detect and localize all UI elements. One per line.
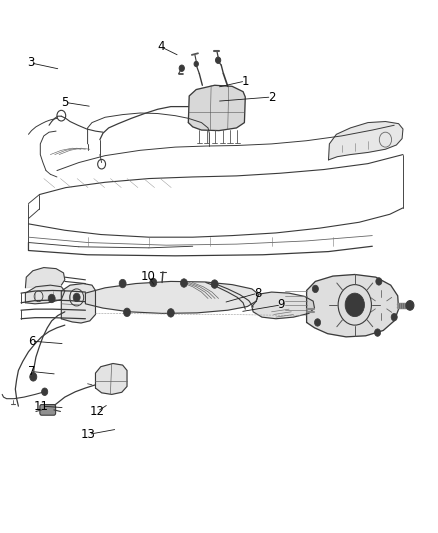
Circle shape — [215, 57, 221, 63]
Text: 11: 11 — [34, 400, 49, 413]
Polygon shape — [61, 284, 95, 323]
Text: 7: 7 — [28, 365, 35, 378]
Polygon shape — [328, 122, 403, 160]
Circle shape — [211, 280, 218, 288]
Circle shape — [374, 329, 381, 336]
Circle shape — [42, 388, 48, 395]
Text: 10: 10 — [141, 270, 155, 282]
Text: 3: 3 — [27, 56, 34, 69]
Circle shape — [345, 293, 364, 317]
Polygon shape — [85, 281, 258, 313]
FancyBboxPatch shape — [40, 405, 56, 415]
Circle shape — [312, 285, 318, 293]
Circle shape — [124, 308, 131, 317]
Circle shape — [73, 293, 80, 302]
Text: 4: 4 — [157, 41, 165, 53]
Circle shape — [314, 319, 321, 326]
Circle shape — [180, 279, 187, 287]
Polygon shape — [25, 268, 65, 288]
Circle shape — [150, 278, 157, 287]
Circle shape — [391, 313, 397, 321]
Polygon shape — [95, 364, 127, 394]
Text: 12: 12 — [90, 405, 105, 418]
Text: 13: 13 — [81, 428, 96, 441]
Circle shape — [179, 65, 184, 71]
Circle shape — [350, 300, 359, 310]
Text: 9: 9 — [277, 298, 285, 311]
Polygon shape — [188, 85, 245, 131]
Circle shape — [119, 279, 126, 288]
Text: 6: 6 — [28, 335, 35, 348]
Text: 5: 5 — [61, 96, 68, 109]
Circle shape — [30, 373, 37, 381]
Text: 8: 8 — [254, 287, 261, 300]
Polygon shape — [252, 292, 314, 319]
Polygon shape — [25, 285, 65, 304]
Circle shape — [167, 309, 174, 317]
Circle shape — [48, 294, 55, 303]
Polygon shape — [307, 274, 399, 337]
Text: 2: 2 — [268, 91, 276, 103]
Circle shape — [406, 301, 414, 310]
Circle shape — [194, 61, 198, 67]
Text: 1: 1 — [241, 75, 249, 87]
Circle shape — [376, 278, 382, 285]
